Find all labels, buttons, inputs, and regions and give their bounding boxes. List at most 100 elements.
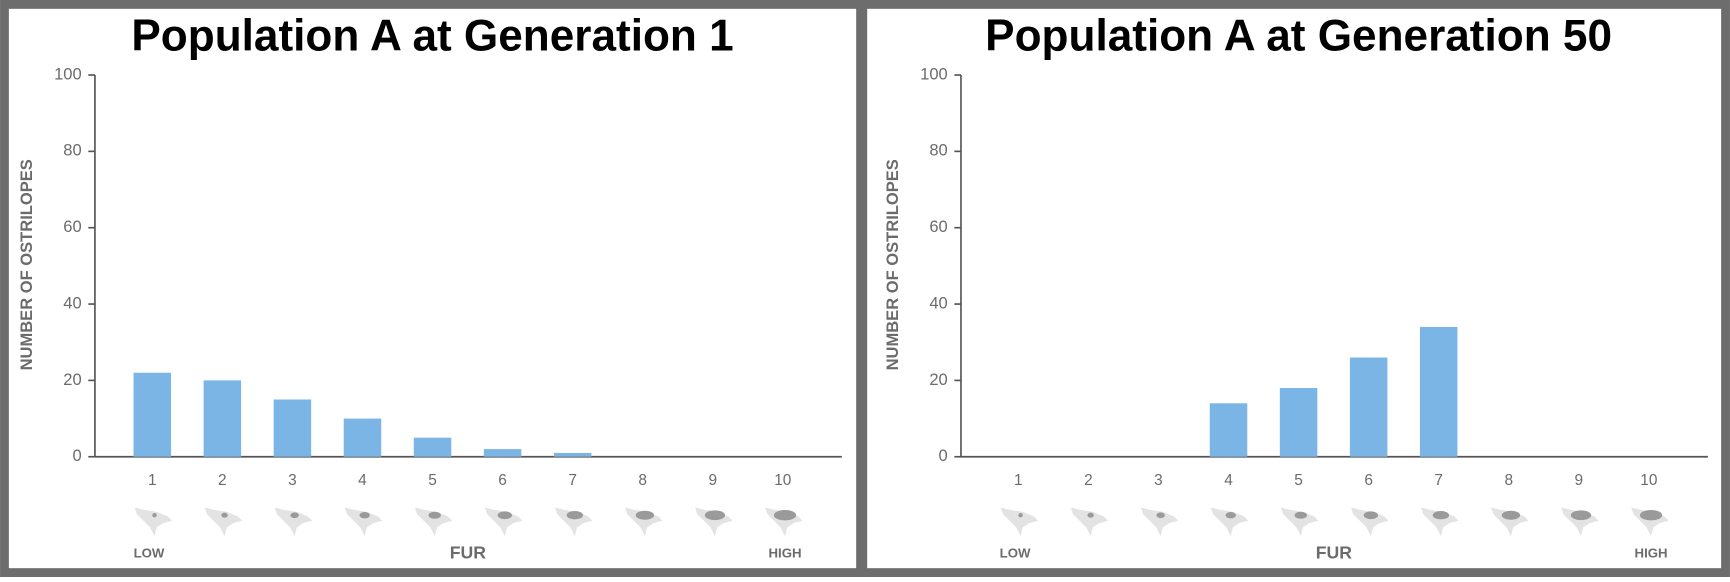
panel: [8, 8, 857, 569]
x-tick-label: 2: [218, 472, 227, 489]
ostrilope-icon: [134, 507, 173, 537]
icon-body: [344, 507, 383, 537]
y-tick-label: 100: [920, 64, 948, 83]
x-tick-label: 9: [708, 472, 717, 489]
icon-fur: [1018, 513, 1023, 518]
icon-body: [1421, 507, 1459, 537]
ostrilope-icon: [1140, 507, 1179, 537]
y-tick-label: 20: [929, 370, 947, 389]
ostrilope-icon: [765, 507, 803, 537]
icon-body: [484, 507, 523, 537]
icon-fur: [1087, 512, 1094, 518]
y-axis-label: NUMBER OF OSTRILOPES: [883, 159, 902, 370]
icon-body: [204, 507, 243, 537]
icon-body: [1140, 507, 1179, 537]
x-tick-label: 10: [1640, 472, 1657, 489]
icon-fur: [773, 510, 797, 521]
icon-body: [1000, 507, 1039, 537]
y-tick-label: 0: [939, 446, 948, 465]
icon-fur: [290, 512, 299, 519]
x-axis-label: FUR: [450, 542, 487, 562]
icon-fur: [221, 512, 228, 518]
y-tick-label: 60: [929, 217, 947, 236]
x-range-low: LOW: [1000, 545, 1031, 560]
bar: [273, 399, 312, 457]
panel: [867, 8, 1722, 569]
ostrilope-icon: [414, 507, 453, 537]
bar: [133, 372, 172, 457]
y-tick-label: 20: [63, 370, 81, 389]
x-tick-label: 4: [358, 472, 367, 489]
icon-body: [274, 507, 313, 537]
x-tick-label: 7: [568, 472, 577, 489]
icon-body: [554, 507, 593, 537]
y-tick-label: 40: [63, 293, 81, 312]
icon-fur: [1570, 510, 1592, 521]
x-tick-label: 5: [1294, 472, 1303, 489]
x-tick-label: 1: [148, 472, 157, 489]
x-tick-label: 2: [1084, 472, 1093, 489]
icon-fur: [1432, 511, 1450, 520]
icon-body: [1070, 507, 1109, 537]
x-range-low: LOW: [134, 545, 165, 560]
icon-fur: [704, 510, 726, 521]
ostrilope-icon: [1070, 507, 1109, 537]
ostrilope-icon: [1491, 507, 1529, 537]
ostrilope-icon: [625, 507, 663, 537]
icon-fur: [359, 512, 370, 519]
ostrilope-icon: [554, 507, 593, 537]
y-tick-label: 100: [54, 64, 82, 83]
y-tick-label: 80: [63, 141, 81, 160]
x-tick-label: 9: [1575, 472, 1584, 489]
bar: [1209, 403, 1248, 457]
bar: [203, 380, 242, 457]
icon-body: [1280, 507, 1319, 537]
chart-title: Population A at Generation 1: [131, 11, 733, 60]
bar: [1419, 326, 1458, 457]
icon-fur: [1501, 510, 1521, 520]
ostrilope-icon: [274, 507, 313, 537]
ostrilope-icon: [1000, 507, 1039, 537]
ostrilope-icon: [1421, 507, 1459, 537]
icon-body: [1210, 507, 1249, 537]
ostrilope-icon: [1631, 507, 1669, 537]
ostrilope-icon: [344, 507, 383, 537]
icon-fur: [1156, 512, 1165, 519]
icon-fur: [1225, 512, 1236, 519]
x-tick-label: 3: [1154, 472, 1163, 489]
ostrilope-icon: [695, 507, 733, 537]
y-tick-label: 60: [63, 217, 81, 236]
bar: [343, 418, 382, 457]
x-tick-label: 8: [638, 472, 647, 489]
bar: [553, 452, 592, 457]
icon-body: [414, 507, 453, 537]
bar: [483, 449, 522, 457]
x-tick-label: 6: [498, 472, 507, 489]
y-tick-label: 40: [929, 293, 947, 312]
y-axis-label: NUMBER OF OSTRILOPES: [17, 159, 36, 370]
ostrilope-icon: [1561, 507, 1599, 537]
bar: [1349, 357, 1388, 457]
ostrilope-icon: [1210, 507, 1249, 537]
bar: [413, 437, 452, 457]
ostrilope-icon: [1280, 507, 1319, 537]
icon-fur: [1363, 511, 1379, 520]
ostrilope-icon: [1350, 507, 1389, 537]
icon-fur: [497, 511, 512, 520]
x-tick-label: 6: [1364, 472, 1373, 489]
x-range-high: HIGH: [768, 545, 801, 560]
icon-fur: [635, 510, 655, 520]
icon-body: [134, 507, 173, 537]
ostrilope-icon: [484, 507, 523, 537]
ostrilope-icon: [204, 507, 243, 537]
icon-fur: [428, 511, 441, 519]
icon-fur: [1294, 511, 1307, 519]
icon-fur: [566, 511, 584, 520]
x-range-high: HIGH: [1635, 545, 1668, 560]
y-tick-label: 80: [929, 141, 947, 160]
x-tick-label: 4: [1224, 472, 1233, 489]
x-tick-label: 7: [1434, 472, 1443, 489]
icon-fur: [152, 513, 157, 518]
chart-title: Population A at Generation 50: [985, 11, 1612, 60]
